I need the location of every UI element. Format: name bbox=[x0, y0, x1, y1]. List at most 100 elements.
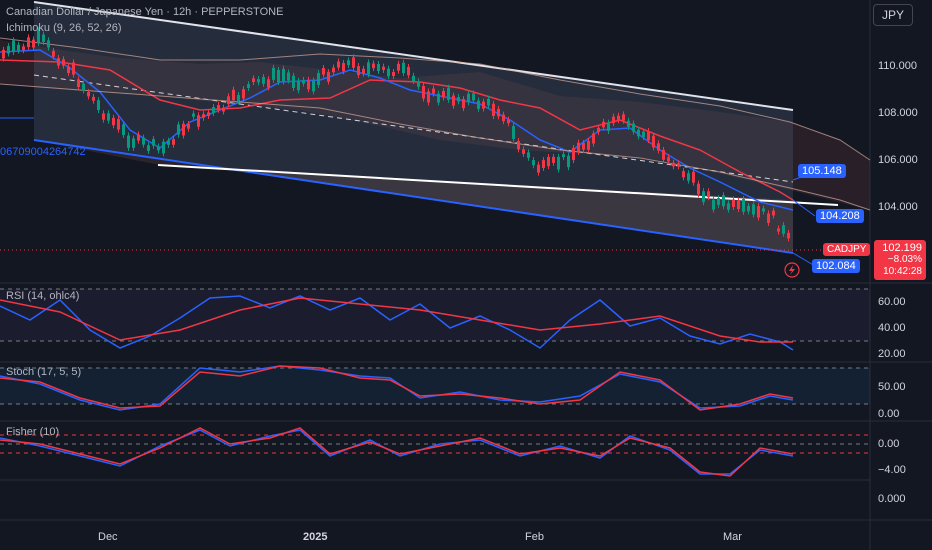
candle-body bbox=[487, 98, 490, 106]
candle-body bbox=[182, 123, 185, 136]
candle-body bbox=[757, 206, 760, 218]
fisher-tick: 0.000 bbox=[878, 493, 906, 505]
candle-body bbox=[737, 200, 740, 210]
kijun-line bbox=[0, 59, 794, 201]
channel-lower-line bbox=[33, 139, 794, 254]
candle-body bbox=[2, 49, 5, 59]
candle-body bbox=[427, 91, 430, 103]
candle-body bbox=[772, 210, 775, 216]
candle-body bbox=[552, 156, 555, 163]
candle-body bbox=[562, 154, 565, 158]
candle-body bbox=[722, 195, 725, 207]
candle-body bbox=[502, 114, 505, 122]
candle-body bbox=[312, 80, 315, 92]
candle-body bbox=[342, 63, 345, 72]
price-label-level-1[interactable]: 105.148 bbox=[798, 164, 846, 178]
channel-mid-line bbox=[33, 74, 794, 183]
candle-body bbox=[27, 37, 30, 48]
candle-body bbox=[12, 40, 15, 53]
candle-body bbox=[242, 89, 245, 99]
candle-body bbox=[632, 123, 635, 132]
candle-body bbox=[202, 114, 205, 118]
candle-body bbox=[7, 46, 10, 54]
candle-body bbox=[352, 57, 355, 68]
rsi-tick: 20.00 bbox=[878, 348, 906, 360]
candle-body bbox=[87, 92, 90, 97]
price-label-level-2[interactable]: 104.208 bbox=[816, 209, 864, 223]
candle-body bbox=[762, 208, 765, 212]
candle-body bbox=[367, 62, 370, 75]
candle-body bbox=[322, 67, 325, 75]
time-tick: 2025 bbox=[303, 531, 328, 543]
candle-body bbox=[247, 84, 250, 88]
time-tick: Feb bbox=[525, 531, 544, 543]
stoch-legend[interactable]: Stoch (17, 5, 5) bbox=[6, 366, 82, 378]
candle-body bbox=[147, 145, 150, 151]
alert-bolt-icon[interactable] bbox=[784, 262, 800, 278]
candle-body bbox=[702, 191, 705, 203]
candle-body bbox=[712, 199, 715, 210]
candle-body bbox=[607, 122, 610, 131]
candle-body bbox=[442, 90, 445, 98]
candle-body bbox=[652, 135, 655, 148]
candle-body bbox=[377, 63, 380, 72]
rsi-tick: 60.00 bbox=[878, 296, 906, 308]
candle-body bbox=[22, 46, 25, 51]
current-price-box: 102.199 −8.03% 10:42:28 bbox=[874, 240, 926, 280]
candle-body bbox=[672, 162, 675, 167]
candle-body bbox=[577, 142, 580, 152]
candle-body bbox=[527, 152, 530, 158]
rsi-ma-line bbox=[0, 297, 793, 343]
ichimoku-legend[interactable]: Ichimoku (9, 26, 52, 26) bbox=[6, 22, 122, 34]
candle-body bbox=[462, 99, 465, 109]
candle-body bbox=[222, 107, 225, 112]
currency-button[interactable]: JPY bbox=[873, 4, 913, 26]
candle-body bbox=[102, 113, 105, 120]
candle-body bbox=[587, 140, 590, 150]
candle-body bbox=[777, 228, 780, 232]
symbol-badge: CADJPY bbox=[823, 243, 871, 256]
candle-body bbox=[617, 115, 620, 121]
candle-body bbox=[17, 44, 20, 51]
candle-body bbox=[307, 79, 310, 90]
price-tick: 108.000 bbox=[878, 107, 918, 119]
candle-body bbox=[82, 83, 85, 91]
bar-countdown: 10:42:28 bbox=[883, 266, 922, 277]
candle-body bbox=[387, 68, 390, 77]
candle-body bbox=[417, 81, 420, 87]
candle-body bbox=[72, 62, 75, 75]
candle-body bbox=[97, 100, 100, 111]
candle-body bbox=[327, 72, 330, 82]
candle-body bbox=[537, 164, 540, 173]
candle-body bbox=[752, 204, 755, 215]
candle-body bbox=[667, 157, 670, 162]
candle-body bbox=[407, 66, 410, 76]
fisher-legend[interactable]: Fisher (10) bbox=[6, 426, 60, 438]
candle-body bbox=[357, 66, 360, 76]
candle-body bbox=[177, 124, 180, 135]
rsi-legend[interactable]: RSI (14, ohlc4) bbox=[6, 290, 80, 302]
candle-body bbox=[612, 116, 615, 124]
candle-body bbox=[677, 163, 680, 167]
candle-body bbox=[207, 112, 210, 117]
candle-body bbox=[447, 87, 450, 100]
price-label-level-3[interactable]: 102.084 bbox=[812, 259, 860, 273]
candle-body bbox=[682, 171, 685, 178]
candle-body bbox=[317, 73, 320, 85]
candle-body bbox=[297, 80, 300, 91]
candle-body bbox=[232, 89, 235, 101]
candle-body bbox=[137, 134, 140, 141]
candle-body bbox=[522, 149, 525, 154]
symbol-title: Canadian Dollar / Japanese Yen · 12h · P… bbox=[6, 6, 284, 18]
candle-body bbox=[497, 108, 500, 117]
trendline-label: 06709004264742 bbox=[0, 146, 86, 158]
candle-body bbox=[92, 96, 95, 101]
candle-body bbox=[742, 198, 745, 212]
candle-body bbox=[292, 75, 295, 88]
candle-body bbox=[347, 60, 350, 66]
candle-body bbox=[192, 113, 195, 117]
candle-body bbox=[332, 67, 335, 73]
fisher-trigger-line bbox=[0, 427, 794, 477]
candle-body bbox=[32, 39, 35, 48]
